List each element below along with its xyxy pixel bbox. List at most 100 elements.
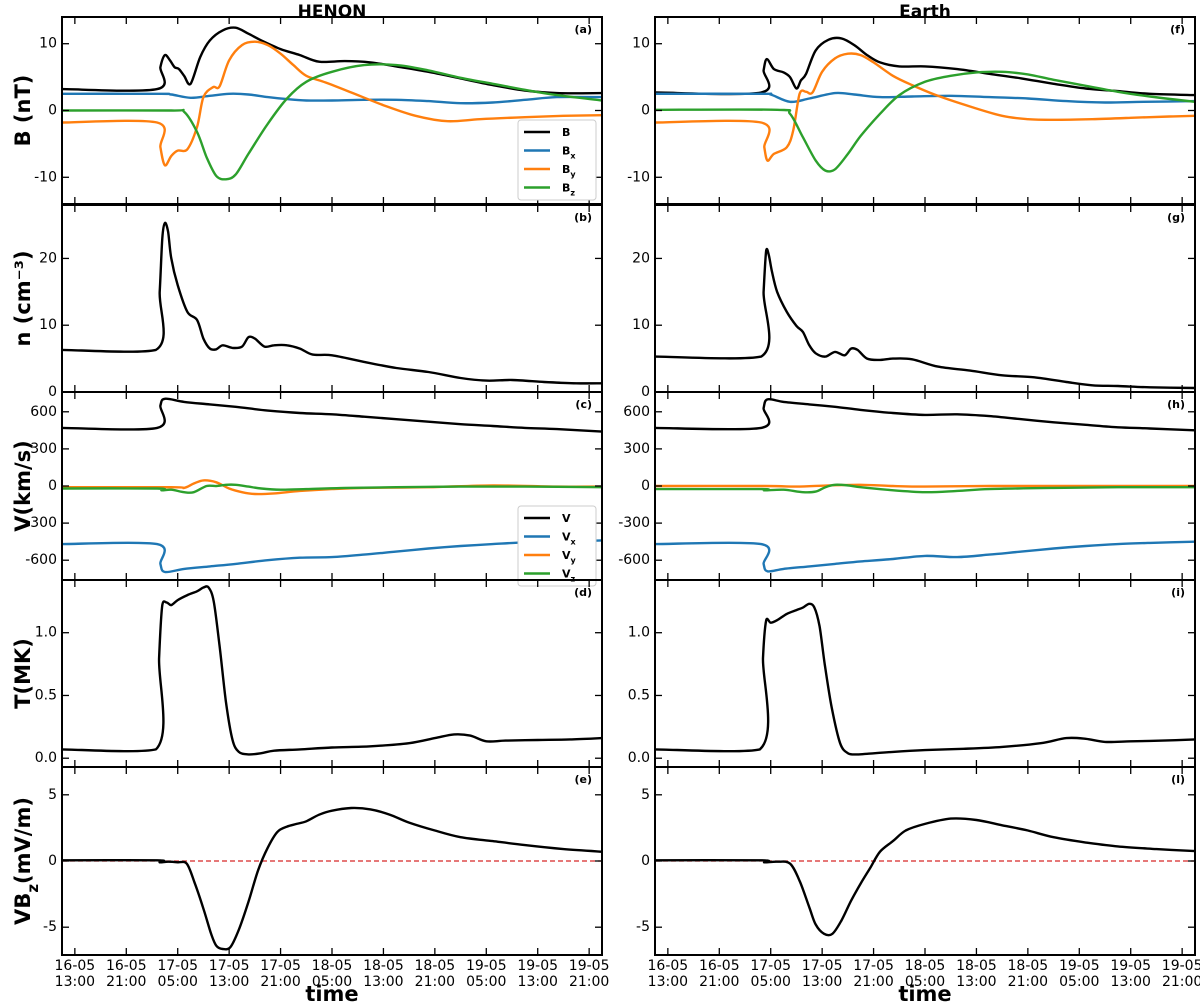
y-tick-label: 300 [30,441,57,457]
x-tick-label-date: 18-05 [363,958,404,974]
y-tick-label: 600 [623,404,650,420]
x-tick-label-time: 21:00 [853,974,893,990]
y-axis-label: V(km/s) [11,440,35,531]
series-line-bz [62,63,602,181]
x-tick-label-time: 13:00 [802,974,842,990]
x-tick-label-date: 18-05 [415,958,456,974]
panel-letter: (g) [1167,211,1185,224]
series-group [655,817,1195,937]
series-group [655,602,1195,756]
y-tick-label: 5 [641,787,650,803]
y-tick-label: -5 [43,919,57,935]
series-group [62,585,602,756]
panel-frame [61,204,603,393]
x-tick-label-date: 19-05 [1059,958,1100,974]
panel-letter: (l) [1171,773,1185,786]
y-axis-label: VBz(mV/m) [11,797,42,925]
panel-b: 0 10 20 (b) n (cm⁻³) [11,204,603,400]
panel-f: -10 0 10 (f) [627,16,1196,205]
x-tick-label-date: 17-05 [209,958,250,974]
y-tick-label: 0 [641,103,650,119]
x-tick-label-time: 13:00 [363,974,403,990]
x-tick-label-date: 17-05 [802,958,843,974]
y-tick-label: 10 [39,36,57,52]
x-tick-label-time: 21:00 [106,974,146,990]
panel-letter: (e) [574,773,592,786]
x-tick-label-time: 13:00 [648,974,688,990]
panel-frame [61,766,603,956]
x-tick-label-date: 16-05 [648,958,689,974]
x-tick-label-date: 18-05 [1008,958,1049,974]
y-tick-label: -600 [25,552,57,568]
y-tick-label: 5 [48,787,57,803]
legend: B Bx By Bz [517,119,597,201]
x-tick-label-date: 19-05 [1110,958,1151,974]
x-tick-label-time: 13:00 [1111,974,1151,990]
x-tick-label-date: 17-05 [260,958,301,974]
series-group [655,247,1195,390]
x-tick-label-date: 18-05 [905,958,946,974]
x-axis-label-earth: time [898,982,951,1005]
series-line-v [655,397,1195,432]
x-tick-label-date: 19-05 [517,958,558,974]
x-tick-label-date: 19-05 [466,958,507,974]
panel-e: -505(e)VBz(mV/m)16-0513:0016-0521:0017-0… [11,766,610,990]
x-tick-label-date: 17-05 [750,958,791,974]
panel-frame [654,766,1196,956]
series-line-b [655,36,1195,97]
series-line-bx [62,92,602,105]
x-tick-label-date: 16-05 [106,958,147,974]
y-tick-label: 10 [632,317,650,333]
x-tick-label-date: 19-05 [569,958,610,974]
x-tick-label-time: 05:00 [312,974,352,990]
series-group [62,397,602,574]
x-tick-label-time: 21:00 [1162,974,1200,990]
y-tick-label: 0 [641,478,650,494]
x-tick-label-time: 21:00 [415,974,455,990]
y-tick-label: -600 [618,552,650,568]
series-line-vx [62,539,602,574]
series-group [62,26,602,181]
panel-letter: (f) [1170,23,1185,36]
legend-label-v: V [562,512,571,525]
legend-label-b: B [562,126,570,139]
x-tick-label-time: 05:00 [466,974,506,990]
series-group [655,36,1195,173]
series-line-vx [655,540,1195,573]
series-line-vy [655,483,1195,488]
y-tick-label: 0.0 [35,750,57,766]
x-tick-label-time: 13:00 [518,974,558,990]
legend-box [517,505,597,587]
panel-letter: (c) [575,398,592,411]
series-line-vbz [62,806,602,951]
series-group [655,397,1195,573]
x-tick-label-time: 21:00 [1008,974,1048,990]
series-line-t [655,602,1195,756]
x-tick-label-time: 05:00 [158,974,198,990]
series-line-v [62,397,602,433]
y-axis-label: n (cm⁻³) [11,250,35,346]
panel-letter: (b) [574,211,592,224]
legend-label-bx: Bx [562,145,576,161]
x-tick-label-date: 19-05 [1162,958,1200,974]
series-line-vbz [655,817,1195,937]
series-line-bz [655,70,1195,173]
series-line-bx [655,91,1195,104]
y-tick-label: 10 [39,317,57,333]
x-tick-label-date: 17-05 [157,958,198,974]
panel-a: -10 0 10 (a) B (nT) B Bx By Bz [11,16,603,205]
y-tick-label: 20 [39,250,57,266]
x-tick-label-time: 05:00 [1059,974,1099,990]
panel-letter: (d) [574,586,592,599]
x-tick-label-date: 16-05 [699,958,740,974]
y-tick-label: -10 [627,169,650,185]
legend-box [517,119,597,201]
series-line-n [62,221,602,385]
panel-letter: (a) [575,23,592,36]
series-line-b [62,26,602,95]
series-group [62,806,602,951]
y-tick-label: 1.0 [628,625,650,641]
